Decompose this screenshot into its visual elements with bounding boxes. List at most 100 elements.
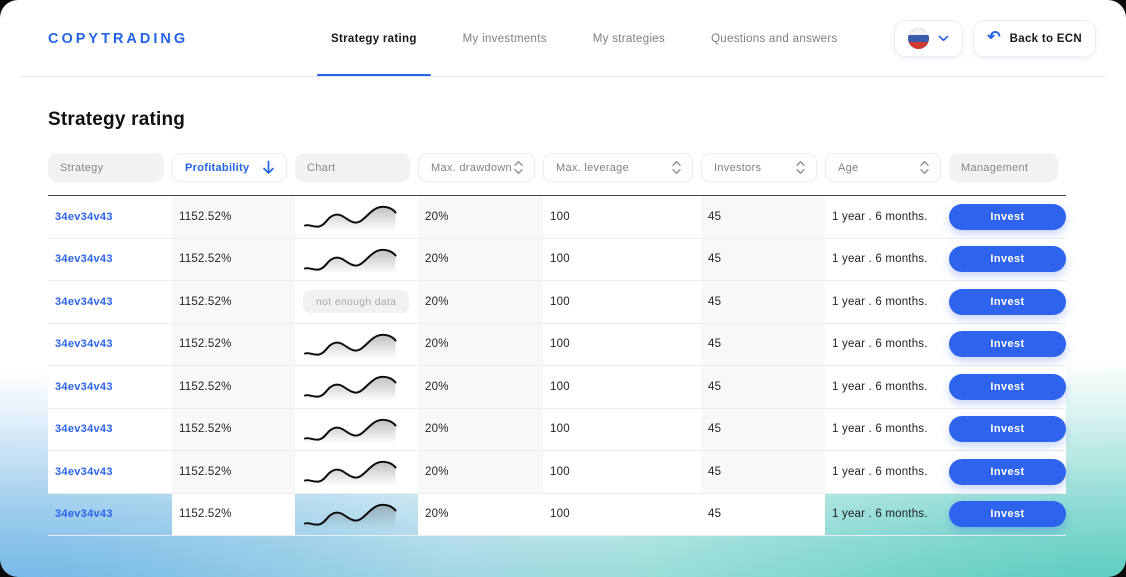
column-header-label: Management: [961, 161, 1029, 174]
nav-tab-questions-answers[interactable]: Questions and answers: [711, 32, 838, 45]
not-enough-data-badge: not enough data: [303, 290, 410, 314]
invest-button[interactable]: Invest: [949, 373, 1066, 400]
age-value: 1 year . 6 months.: [832, 423, 928, 436]
sort-arrows-icon: [796, 160, 805, 175]
column-header-profitability[interactable]: Profitability: [172, 153, 287, 182]
chart-cell: [295, 366, 418, 408]
chevron-down-icon: [938, 35, 949, 42]
strategy-link[interactable]: 34ev34v43: [55, 380, 113, 393]
chart-cell: [295, 324, 418, 366]
sort-arrows-icon: [672, 160, 681, 175]
age-value: 1 year . 6 months.: [832, 253, 928, 266]
max-drawdown-value: 20%: [418, 238, 543, 280]
performance-sparkline-chart: [304, 418, 397, 443]
language-selector[interactable]: [894, 20, 964, 57]
performance-sparkline-chart: [304, 248, 397, 273]
max-leverage-value: 100: [550, 295, 570, 308]
column-header-label: Profitability: [185, 161, 250, 174]
max-leverage-value: 100: [550, 380, 570, 393]
column-header-chart[interactable]: Chart: [295, 153, 410, 182]
sort-arrows-icon: [920, 160, 929, 175]
main-nav: Strategy rating My investments My strate…: [317, 0, 838, 77]
column-header-label: Max. drawdown: [431, 161, 512, 174]
table-row: 34ev34v43 1152.52% not enough data 20% 1…: [48, 281, 1066, 324]
age-value: 1 year . 6 months.: [832, 295, 928, 308]
column-header-label: Age: [838, 161, 859, 174]
invest-button[interactable]: Invest: [949, 501, 1066, 528]
top-navigation-bar: COPYTRADING Strategy rating My investmen…: [0, 0, 1126, 77]
max-drawdown-value: 20%: [418, 323, 543, 365]
invest-button[interactable]: Invest: [949, 246, 1066, 273]
chart-cell: [295, 196, 418, 238]
strategy-link[interactable]: 34ev34v43: [55, 253, 113, 266]
column-header-label: Max. leverage: [556, 161, 629, 174]
investors-value: 45: [701, 281, 825, 323]
performance-sparkline-chart: [304, 503, 397, 528]
undo-arrow-icon: ↶: [987, 28, 1001, 46]
column-header-label: Chart: [307, 161, 336, 174]
column-header-strategy[interactable]: Strategy: [48, 153, 164, 182]
max-leverage-value: 100: [550, 210, 570, 223]
profitability-value: 1152.52%: [172, 281, 295, 323]
profitability-value: 1152.52%: [172, 238, 295, 280]
nav-tab-my-investments[interactable]: My investments: [462, 32, 547, 45]
strategy-link[interactable]: 34ev34v43: [55, 508, 113, 521]
investors-value: 45: [701, 366, 825, 408]
chart-cell: [295, 494, 418, 536]
age-value: 1 year . 6 months.: [832, 210, 928, 223]
max-drawdown-value: 20%: [418, 366, 543, 408]
invest-button[interactable]: Invest: [949, 458, 1066, 485]
table-row: 34ev34v43 1152.52% 20% 100 45 1 year . 6…: [48, 408, 1066, 451]
invest-button[interactable]: Invest: [949, 203, 1066, 230]
column-header-row: Strategy Profitability Chart Max. drawdo…: [48, 153, 1066, 182]
strategy-link[interactable]: 34ev34v43: [55, 423, 113, 436]
column-header-age[interactable]: Age: [825, 153, 941, 182]
invest-button[interactable]: Invest: [949, 416, 1066, 443]
column-header-investors[interactable]: Investors: [701, 153, 817, 182]
age-value: 1 year . 6 months.: [832, 465, 928, 478]
strategy-link[interactable]: 34ev34v43: [55, 465, 113, 478]
profitability-value: 1152.52%: [172, 408, 295, 450]
max-leverage-value: 100: [543, 493, 701, 535]
back-to-ecn-button[interactable]: ↶ Back to ECN: [973, 20, 1096, 57]
table-row: 34ev34v43 1152.52% 20% 100 45 1 year . 6…: [48, 366, 1066, 409]
age-value: 1 year . 6 months.: [832, 380, 928, 393]
age-value: 1 year . 6 months.: [832, 338, 928, 351]
arrow-down-icon: [262, 160, 275, 175]
max-leverage-value: 100: [550, 338, 570, 351]
table-body: 34ev34v43 1152.52% 20% 100 45 1 year . 6…: [48, 195, 1066, 536]
investors-value: 45: [701, 408, 825, 450]
nav-tab-my-strategies[interactable]: My strategies: [592, 32, 666, 45]
chart-cell: not enough data: [295, 281, 418, 323]
chart-cell: [295, 451, 418, 493]
strategy-link[interactable]: 34ev34v43: [55, 295, 113, 308]
column-header-label: Strategy: [60, 161, 104, 174]
profitability-value: 1152.52%: [172, 366, 295, 408]
strategy-table: Strategy Profitability Chart Max. drawdo…: [48, 153, 1066, 536]
invest-button[interactable]: Invest: [949, 331, 1066, 358]
performance-sparkline-chart: [304, 333, 397, 358]
profitability-value: 1152.52%: [172, 323, 295, 365]
invest-button[interactable]: Invest: [949, 288, 1066, 315]
age-value: 1 year . 6 months.: [832, 508, 928, 521]
investors-value: 45: [701, 451, 825, 493]
column-header-management[interactable]: Management: [949, 153, 1058, 182]
strategy-link[interactable]: 34ev34v43: [55, 210, 113, 223]
table-row: 34ev34v43 1152.52% 20% 100 45 1 year . 6…: [48, 493, 1066, 536]
russia-flag-icon: [908, 28, 930, 49]
column-header-max-leverage[interactable]: Max. leverage: [543, 153, 693, 182]
strategy-link[interactable]: 34ev34v43: [55, 338, 113, 351]
column-header-max-drawdown[interactable]: Max. drawdown: [418, 153, 535, 182]
investors-value: 45: [701, 238, 825, 280]
page-title: Strategy rating: [48, 109, 186, 130]
max-leverage-value: 100: [550, 423, 570, 436]
back-to-ecn-label: Back to ECN: [1009, 32, 1082, 45]
max-drawdown-value: 20%: [418, 196, 543, 238]
investors-value: 45: [701, 196, 825, 238]
chart-cell: [295, 239, 418, 281]
performance-sparkline-chart: [304, 206, 397, 230]
sort-arrows-icon: [514, 160, 523, 175]
topbar-actions: ↶ Back to ECN: [894, 20, 1096, 57]
nav-tab-strategy-rating[interactable]: Strategy rating: [317, 0, 431, 77]
